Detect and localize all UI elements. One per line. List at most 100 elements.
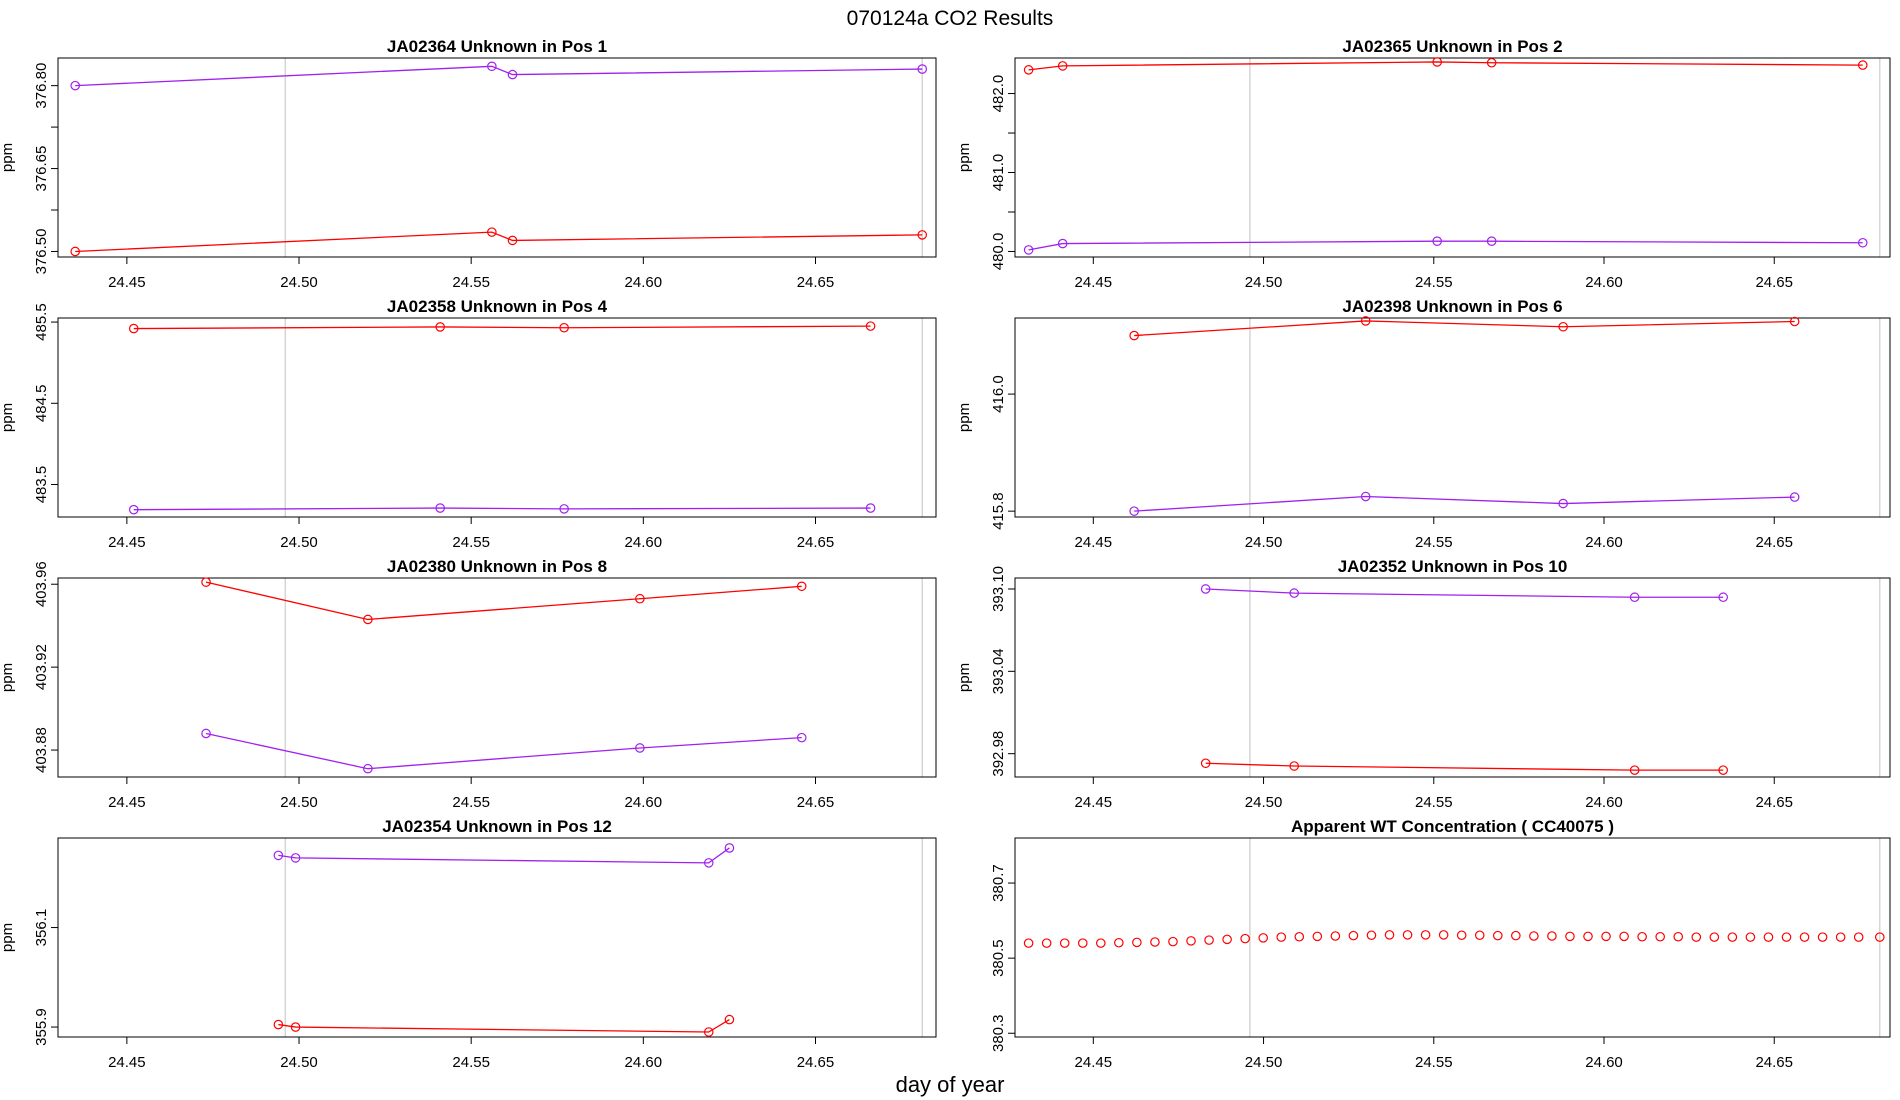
data-point [1204,935,1214,945]
x-tick-label: 24.60 [1585,534,1623,551]
series-line [1028,240,1863,251]
chart-panels: JA02364 Unknown in Pos 1 24.45 24.50 24.55 2… [0,37,1891,1071]
x-tick-label: 24.60 [1585,1054,1623,1071]
data-point [1129,330,1139,341]
chart-panel-7: JA02354 Unknown in Pos 12 24.45 24.50 24.55… [0,817,937,1071]
x-tick-label: 24.55 [452,1054,490,1071]
data-point [703,1027,714,1037]
y-tick-label: 393.04 [990,648,1007,694]
x-tick-label: 24.50 [280,534,318,551]
x-tick-label: 24.45 [1075,534,1113,551]
chart-panel-8: Apparent WT Concentration ( CC40075 ) 24.… [990,817,1891,1071]
data-point [1432,57,1442,67]
y-tick-label: 484.5 [33,385,50,423]
data-point [1718,592,1728,603]
data-point [1727,932,1738,942]
data-point [1486,236,1497,247]
data-point [1023,65,1034,75]
data-point [70,246,81,257]
plot-frame [1014,577,1891,778]
x-tick-label: 24.50 [280,274,318,291]
data-point [724,843,735,853]
data-point [128,323,139,334]
data-point [1059,938,1070,948]
x-tick-label: 24.55 [1415,274,1453,291]
data-point [1619,931,1629,942]
x-tick-label: 24.60 [625,1054,663,1071]
x-tick-label: 24.60 [1585,274,1623,291]
x-tick-label: 24.65 [797,274,835,291]
x-tick-label: 24.45 [1075,1054,1113,1071]
data-point [273,850,284,861]
data-point [1799,932,1810,942]
data-point [1511,930,1521,941]
y-tick-label: 483.5 [33,466,50,504]
series-line [205,732,802,770]
data-point [1114,937,1124,948]
y-axis-label: ppm [0,143,16,172]
data-point [1673,931,1684,942]
data-point [1023,245,1034,255]
plot-frame [1014,317,1891,518]
x-tick-label: 24.45 [108,794,146,811]
data-point [1360,316,1371,326]
data-point [1857,60,1868,70]
x-tick-label: 24.55 [452,274,490,291]
data-point [201,577,211,587]
chart-title: JA02365 Unknown in Pos 2 [1342,37,1562,56]
x-tick-label: 24.55 [452,794,490,811]
x-tick-label: 24.50 [1245,534,1283,551]
data-point [290,853,301,863]
y-tick-label: 376.65 [33,146,50,192]
data-point [1129,506,1139,516]
data-point [1432,236,1442,247]
x-tick-label: 24.65 [797,794,835,811]
data-point [1200,584,1211,594]
data-point [865,503,876,513]
series-line [278,1019,730,1033]
data-point [917,230,928,240]
data-point [1558,498,1568,509]
data-point [1438,930,1449,940]
series-line [75,231,923,253]
y-axis-label: ppm [956,143,973,172]
data-point [1835,932,1846,942]
data-point [1558,321,1568,332]
x-tick-label: 24.65 [797,534,835,551]
data-point [1565,931,1575,942]
data-point [1186,936,1196,946]
data-point [1789,316,1800,327]
plot-frame [57,57,937,258]
data-point [1057,61,1068,71]
chart-panel-3: JA02358 Unknown in Pos 4 24.45 24.50 24.55 2… [0,297,937,551]
data-point [1474,930,1485,941]
data-point [487,61,497,72]
chart-title: JA02364 Unknown in Pos 1 [387,37,607,56]
y-tick-label: 376.50 [33,229,50,275]
data-point [1041,938,1052,948]
data-point [1276,932,1287,942]
plot-frame [1014,57,1891,258]
y-tick-label: 480.0 [990,233,1007,271]
figure-title: 070124a CO2 Results [847,7,1054,30]
x-tick-label: 24.65 [1755,274,1793,291]
chart-title: Apparent WT Concentration ( CC40075 ) [1291,817,1614,836]
data-point [1583,931,1593,942]
y-axis-label: ppm [0,403,16,432]
y-axis-label: ppm [956,403,973,432]
data-point [1258,933,1269,943]
series-line [278,847,730,864]
y-axis-label: ppm [0,663,16,692]
data-point [917,64,928,74]
plot-frame [57,837,937,1038]
chart-panel-2: JA02365 Unknown in Pos 2 24.45 24.50 24.55 2… [956,37,1891,291]
data-point [1857,237,1868,248]
y-tick-label: 376.80 [33,63,50,109]
data-point [1095,938,1106,948]
y-tick-label: 403.92 [33,644,50,690]
data-point [1360,491,1371,502]
x-tick-label: 24.65 [1755,534,1793,551]
x-tick-label: 24.65 [1755,794,1793,811]
data-point [724,1014,735,1025]
data-point [435,322,445,332]
